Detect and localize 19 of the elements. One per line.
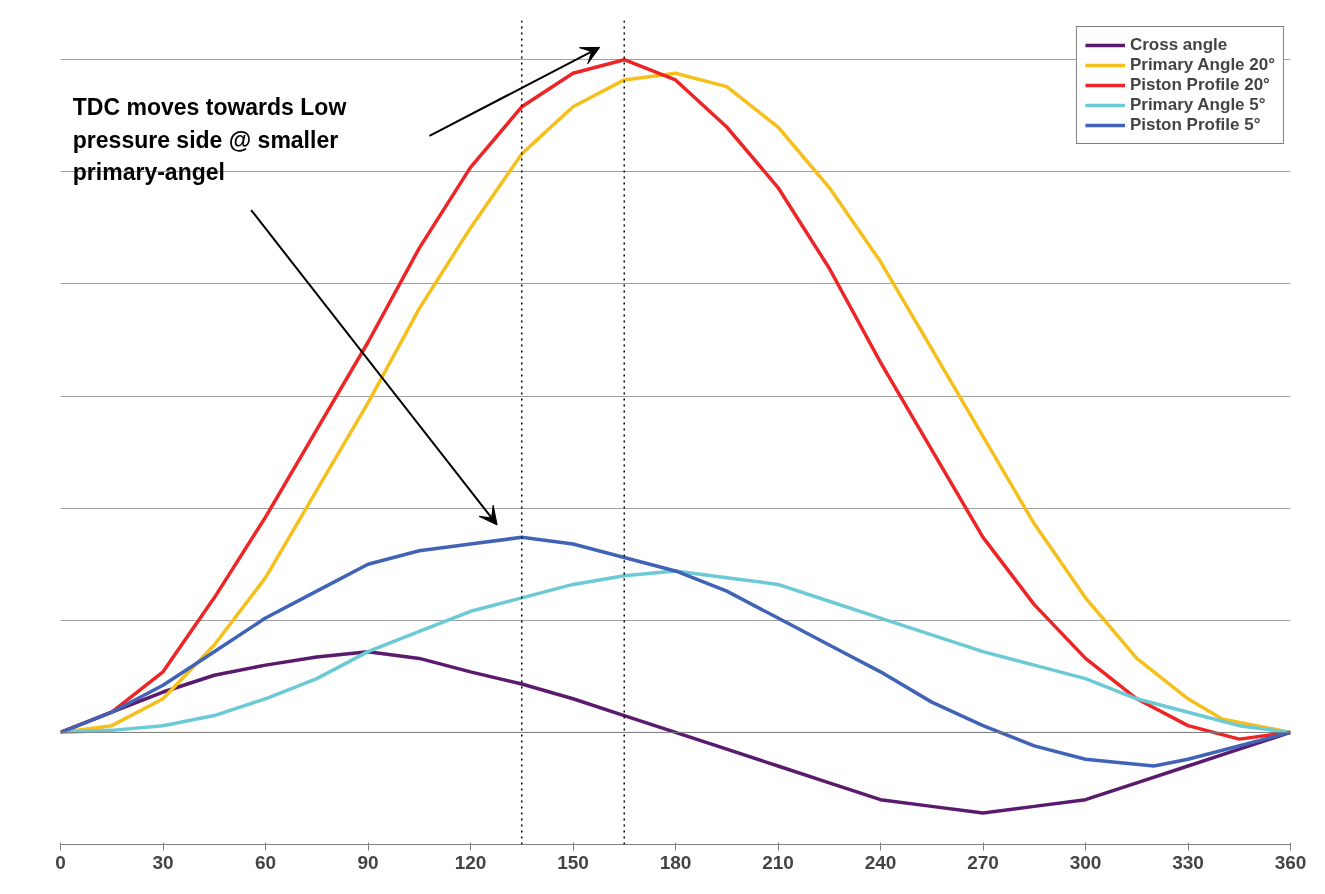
x-tick-label: 210: [762, 851, 794, 873]
x-tick-label: 30: [152, 851, 174, 873]
annotation: TDC moves towards Low pressure side @ smaller primary-angel: [72, 94, 347, 186]
legend-label: Cross angle: [1129, 35, 1228, 55]
x-tick-label: 60: [254, 851, 277, 873]
legend-label: Primary Angle 5°: [1129, 95, 1266, 115]
x-tick-label: 300: [1069, 851, 1102, 873]
legend-label: Piston Profile 5°: [1129, 115, 1261, 135]
x-tick-label: 90: [357, 851, 379, 873]
x-tick-label: 150: [557, 851, 589, 873]
x-tick-label: 180: [659, 851, 692, 873]
x-tick-label: 330: [1172, 851, 1204, 873]
legend-label: Primary Angle 20°: [1129, 55, 1275, 75]
legend-label: Piston Profile 20°: [1129, 75, 1270, 95]
x-tick-label: 240: [864, 851, 897, 873]
x-tick-label: 270: [967, 851, 999, 873]
x-tick-label: 360: [1274, 851, 1307, 873]
x-tick-label: 120: [454, 851, 487, 873]
x-tick-label: 0: [55, 851, 66, 873]
